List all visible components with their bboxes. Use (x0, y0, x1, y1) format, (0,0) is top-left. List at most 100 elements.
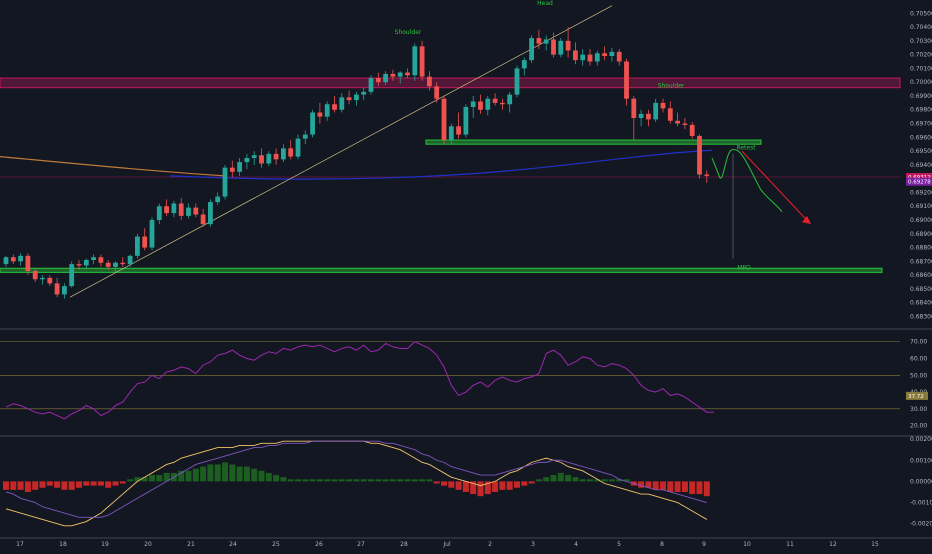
macd-histogram-bar (608, 479, 615, 482)
candle-body (25, 255, 31, 272)
macd-histogram-bar (295, 479, 301, 482)
overlay-lines (0, 5, 900, 298)
macd-histogram-bar (426, 479, 433, 482)
candle-body (113, 262, 118, 267)
macd-histogram-bar (696, 481, 703, 495)
candle-body (237, 162, 242, 172)
projected-path (711, 149, 783, 213)
candle-body (83, 259, 89, 266)
time-tick-label: 3 (531, 541, 535, 548)
macd-histogram-bar (112, 481, 119, 486)
macd-histogram-bar (689, 481, 696, 495)
macd-histogram-bar (455, 481, 462, 490)
zone-support (0, 267, 883, 273)
candle-body (10, 257, 16, 262)
candle-body (660, 102, 666, 109)
macd-histogram-bar (594, 479, 601, 482)
candle-body (215, 196, 221, 203)
macd-histogram-bar (185, 470, 192, 482)
rsi-line (5, 341, 715, 420)
macd-histogram-bar (652, 481, 659, 490)
candle-body (178, 203, 184, 216)
candle-body (565, 40, 571, 51)
macd-histogram-bar (83, 481, 90, 486)
candle-body (354, 94, 359, 101)
macd-histogram-bar (550, 475, 557, 482)
price-tag (906, 177, 932, 186)
macd-histogram-bar (273, 475, 280, 482)
macd-histogram-bar (39, 481, 46, 488)
macd-histogram-bar (222, 462, 228, 482)
candle-body (507, 94, 513, 105)
candle-body (682, 123, 688, 125)
macd-histogram-bar (514, 481, 520, 488)
macd-histogram-bar (105, 481, 112, 488)
candle-body (434, 86, 440, 99)
macd-histogram-bar (681, 481, 688, 492)
candle-body (200, 214, 206, 225)
candle-body (697, 135, 702, 175)
candle-body (91, 257, 96, 260)
macd-histogram-bar (178, 470, 185, 482)
candle-body (76, 264, 82, 266)
candle-body (3, 257, 9, 265)
macd-histogram-bar (470, 481, 477, 495)
macd-histogram-bar (134, 477, 141, 482)
macd-histogram-bar (324, 479, 331, 482)
macd-histogram-bar (543, 477, 550, 482)
candle-body (251, 155, 257, 158)
candle-body (120, 262, 126, 265)
candle-body (704, 174, 710, 176)
macd-histogram-bar (477, 481, 484, 497)
macd-histogram-bar (368, 479, 374, 482)
candle-body (295, 138, 301, 157)
candle-body (40, 277, 45, 280)
macd-histogram-bar (76, 481, 82, 488)
rsi-pane (0, 341, 900, 420)
macd-histogram-bar (229, 464, 236, 482)
annotations: Head Shoulder Shoulder Retest MPO (395, 0, 757, 272)
bearish-arrow (741, 150, 809, 222)
macd-histogram-bar (638, 481, 645, 488)
moving-average-orange (0, 156, 226, 177)
macd-histogram-bar (433, 481, 440, 484)
candle-body (397, 72, 403, 77)
time-tick-label: 11 (786, 541, 794, 548)
candle-body (222, 167, 228, 197)
macd-histogram-bar (660, 481, 666, 490)
candle-body (266, 153, 272, 164)
candle-body (390, 73, 396, 77)
rsi-tick-label: 60.00 (910, 356, 927, 363)
macd-histogram-bar (149, 475, 155, 482)
time-tick-label: 8 (660, 541, 664, 548)
macd-histogram-bar (251, 468, 258, 482)
time-tick-label: 5 (617, 541, 621, 548)
candle-body (419, 46, 425, 77)
macd-histogram-bar (557, 472, 564, 482)
macd-histogram-bar (397, 479, 404, 482)
annotation-label: MPO (737, 265, 751, 272)
macd-pane (3, 440, 710, 527)
time-tick-label: 27 (357, 541, 365, 548)
candle-body (616, 51, 622, 62)
macd-histogram-bar (441, 481, 447, 486)
candle-body (288, 148, 294, 157)
candle-body (332, 104, 337, 110)
candle-body (273, 153, 279, 160)
candle-body (368, 78, 374, 92)
candle-body (135, 236, 140, 256)
candle-body (375, 78, 381, 83)
candle-body (149, 220, 155, 248)
macd-histogram-bar (346, 479, 353, 482)
annotation-label: Shoulder (395, 29, 422, 36)
